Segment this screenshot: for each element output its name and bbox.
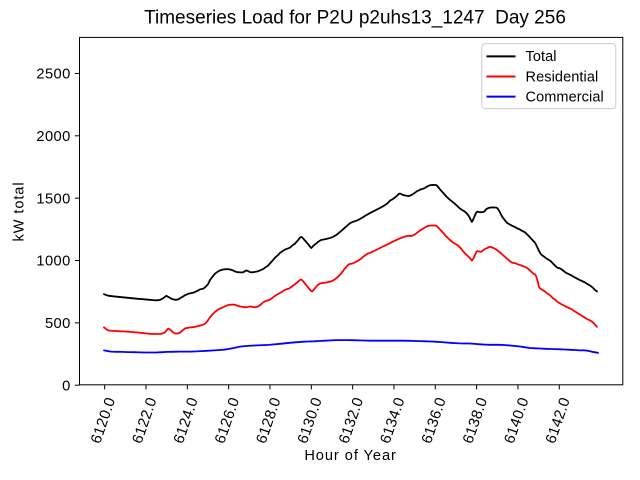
svg-text:0: 0: [62, 378, 71, 394]
svg-text:Hour of Year: Hour of Year: [304, 448, 397, 464]
svg-text:1000: 1000: [36, 254, 70, 270]
svg-text:Timeseries Load for P2U p2uhs1: Timeseries Load for P2U p2uhs13_1247 Day…: [144, 7, 566, 28]
svg-text:Residential: Residential: [526, 69, 599, 85]
svg-text:Total: Total: [526, 49, 557, 65]
svg-text:2000: 2000: [36, 129, 70, 145]
svg-text:1500: 1500: [36, 191, 70, 207]
svg-text:kW total: kW total: [11, 182, 27, 242]
svg-text:2500: 2500: [36, 67, 70, 83]
svg-text:500: 500: [45, 316, 71, 332]
svg-text:Commercial: Commercial: [526, 89, 604, 105]
